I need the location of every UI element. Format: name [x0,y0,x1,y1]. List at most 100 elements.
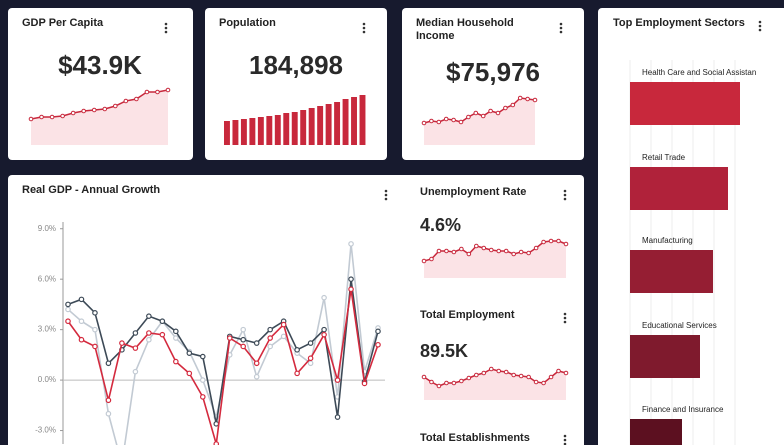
card-title: Population [219,17,276,29]
point [548,238,554,244]
point [429,379,434,385]
point [443,116,449,122]
card-title: Total Establishments [420,432,530,444]
point [199,394,206,400]
card-title: Unemployment Rate [420,186,527,198]
point [444,380,449,386]
point [92,343,98,350]
point [421,374,427,380]
bar [232,120,239,145]
point [451,117,456,123]
sparkline-area [424,98,535,145]
sparkline-area [31,90,168,145]
menu-dot [384,189,388,193]
menu-button[interactable] [384,189,388,201]
point [496,248,502,254]
menu-dot [758,20,762,24]
point [144,89,150,95]
point [294,347,300,353]
bar [317,106,324,145]
point [240,343,247,350]
menu-dot [164,30,168,34]
card-title: Median Household Income [416,17,514,42]
point [159,318,166,325]
point [199,377,206,383]
point [503,248,509,254]
point [321,331,327,338]
point [488,366,494,372]
menu-dot [384,197,388,201]
point [361,380,368,387]
menu-button[interactable] [563,434,567,445]
card [8,175,584,445]
menu-button[interactable] [164,22,168,34]
point [444,248,449,254]
menu-dot [563,316,567,320]
menu-button[interactable] [362,22,366,34]
point [511,251,516,257]
bar [342,99,349,145]
point [253,360,260,367]
point [267,343,273,350]
bar [249,118,256,145]
point [280,321,287,328]
point [481,370,487,376]
point [267,326,273,333]
point [474,243,479,249]
point [155,89,160,95]
point [173,328,179,335]
point [253,373,260,380]
point [307,340,314,346]
point [78,336,85,343]
point [488,108,493,114]
menu-button[interactable] [563,312,567,324]
point [488,247,494,253]
point [240,326,247,333]
menu-button[interactable] [559,22,563,34]
point [65,306,71,313]
card-title: GDP Per Capita [22,17,104,29]
y-tick-label: 9.0% [38,224,56,233]
point [348,276,354,282]
point [65,318,71,325]
menu-dot [559,22,563,26]
menu-dot [362,22,366,26]
menu-button[interactable] [563,189,567,201]
bar [630,250,713,293]
point [213,441,220,445]
point [503,105,508,111]
point [533,379,539,385]
point [186,350,193,356]
bar [300,110,307,145]
point [563,370,569,376]
sparkline-area [424,369,566,400]
point [28,116,34,122]
headline-value: $75,976 [446,57,540,88]
point [459,378,464,384]
point [165,87,171,93]
headline-value: 184,898 [249,50,343,81]
point [81,108,86,114]
point [517,95,523,101]
point [429,118,434,124]
point [119,340,125,346]
menu-dot [563,320,567,324]
point [70,110,76,116]
point [436,248,442,254]
point [294,370,300,377]
point [466,375,472,381]
menu-button[interactable] [758,20,762,32]
point [123,98,129,104]
menu-dot [362,26,366,30]
card-title: Total Employment [420,309,515,321]
menu-dot [164,22,168,26]
point [459,246,464,252]
menu-dot [758,24,762,28]
point [267,335,273,341]
series-line [67,289,379,445]
bar [325,104,332,145]
point [541,380,546,386]
bar [630,167,728,210]
